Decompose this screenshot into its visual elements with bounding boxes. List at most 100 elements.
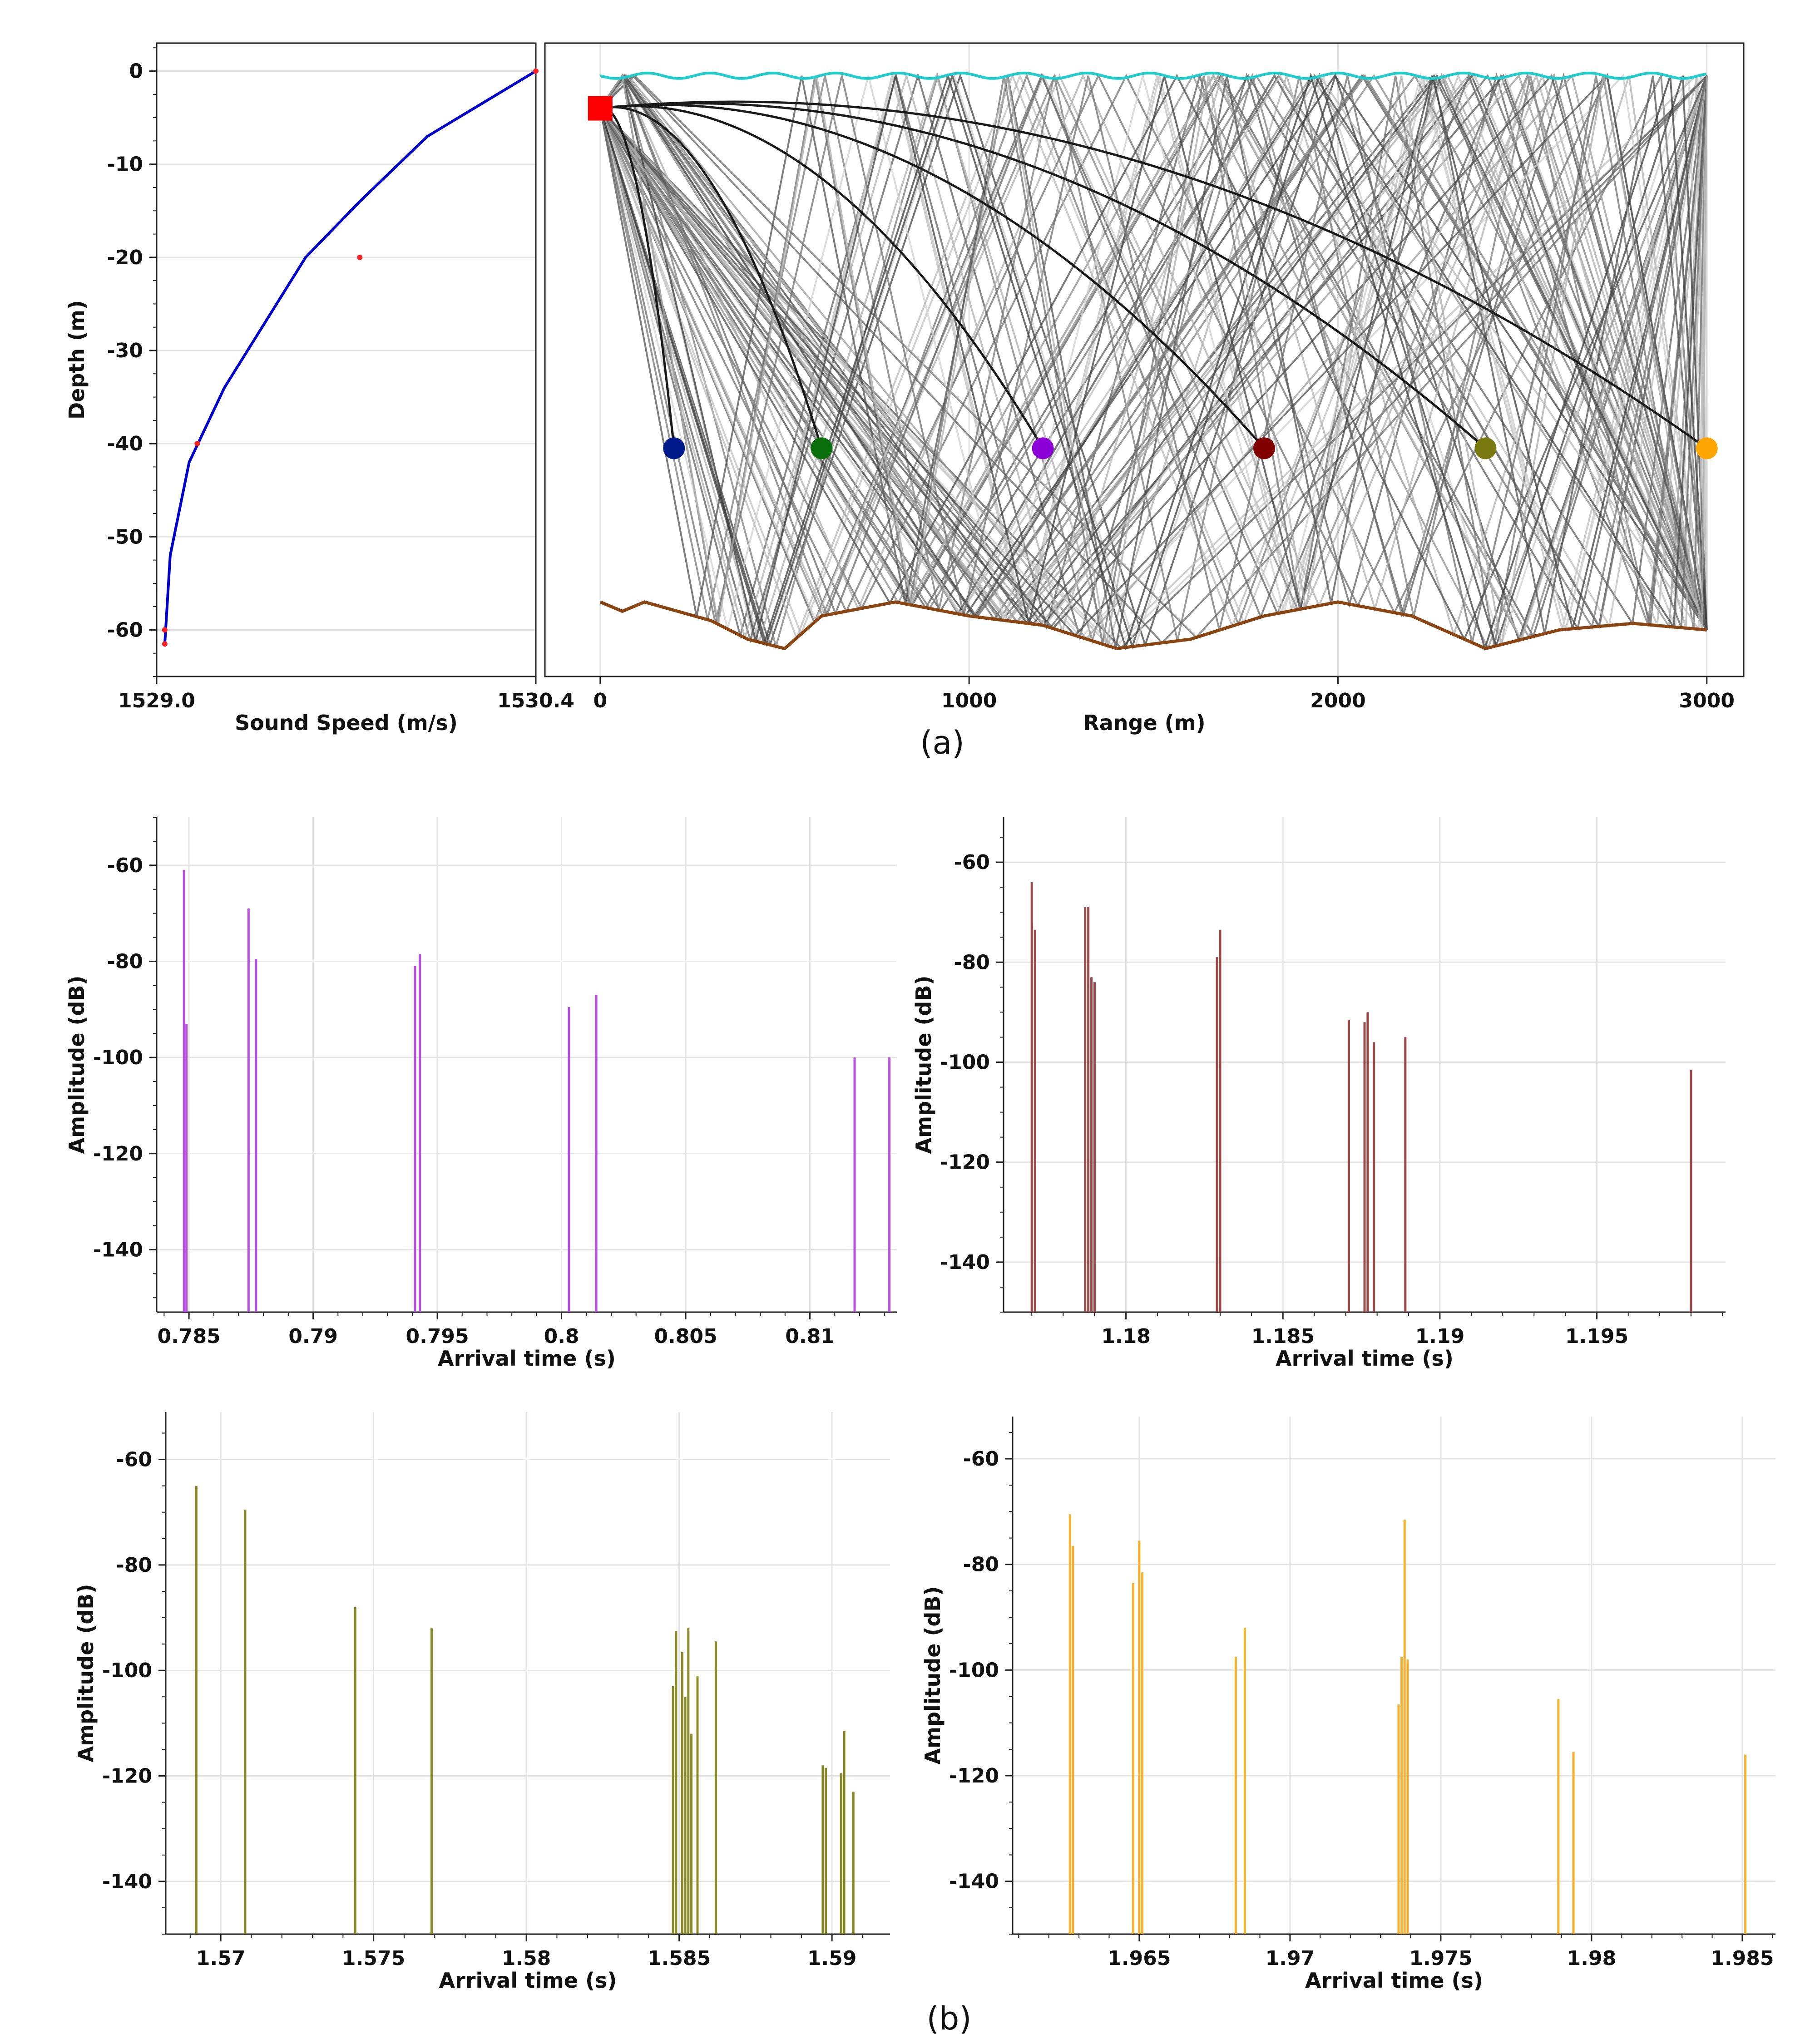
ray-path	[599, 73, 1708, 652]
arr3-xlabel: Arrival time (s)	[439, 1968, 617, 1993]
ray-path	[599, 74, 1708, 630]
ray-path	[599, 74, 1708, 631]
ssp-point	[162, 641, 168, 647]
eigenray-path	[600, 104, 1265, 449]
arr2-ytick-label: -60	[954, 851, 990, 874]
arr4-ytick-label: -100	[949, 1659, 999, 1682]
ssp-ylabel: Depth (m)	[64, 300, 89, 420]
ray-path	[599, 73, 1708, 631]
arr4-xlabel: Arrival time (s)	[1305, 1968, 1483, 1993]
ssp-curve	[163, 69, 537, 644]
ray-path	[599, 72, 1708, 630]
rays-frame	[544, 42, 1745, 677]
ssp-xtick-label: 1529.0	[118, 689, 195, 712]
arr4-ytick-label: -140	[949, 1870, 999, 1893]
arr1-xtick-label: 0.8	[544, 1325, 579, 1348]
arr4-ytick-label: -60	[963, 1447, 999, 1471]
arr3-xtick-label: 1.59	[807, 1947, 857, 1970]
arr3-xtick-label: 1.585	[648, 1947, 711, 1970]
arr4-ylabel: Amplitude (dB)	[920, 1586, 945, 1765]
ray-path	[599, 75, 1708, 649]
ssp-point	[162, 627, 168, 633]
ray-path	[599, 73, 1708, 646]
receiver-marker	[1032, 437, 1054, 459]
eigenray-path	[600, 102, 1487, 449]
ray-path	[599, 72, 1708, 642]
arr1-ytick-label: -60	[107, 854, 143, 877]
ssp-ytick-label: -40	[107, 432, 143, 455]
ray-path	[599, 74, 1708, 639]
rays-xtick-label: 1000	[941, 689, 997, 712]
receiver-marker	[1696, 437, 1718, 459]
arr1-ytick-label: -100	[93, 1046, 143, 1069]
ssp-ytick-label: -30	[107, 339, 143, 362]
arr1-ytick-label: -80	[107, 950, 143, 973]
arr1-xtick-label: 0.785	[158, 1325, 221, 1348]
arr3-xtick-label: 1.575	[342, 1947, 405, 1970]
arr2-xtick-label: 1.195	[1565, 1325, 1628, 1348]
arr2-xtick-label: 1.18	[1101, 1325, 1151, 1348]
arr4-xtick-label: 1.985	[1711, 1947, 1774, 1970]
arr3-ytick-label: -80	[116, 1554, 153, 1577]
caption-b: (b)	[926, 2000, 971, 2037]
arr2-ytick-label: -120	[940, 1151, 990, 1174]
ssp-frame	[156, 42, 537, 677]
arr1-xtick-label: 0.805	[654, 1325, 717, 1348]
rays-xtick-label: 0	[593, 689, 608, 712]
ray-bundle	[599, 72, 1708, 652]
arr1-xtick-label: 0.79	[288, 1325, 338, 1348]
arr2-xlabel: Arrival time (s)	[1276, 1346, 1454, 1371]
arr3-ytick-label: -100	[102, 1659, 152, 1682]
arr3-grid	[166, 1412, 890, 1934]
arr3-xtick-label: 1.58	[502, 1947, 551, 1970]
arr4-xtick-label: 1.975	[1409, 1947, 1472, 1970]
caption-a: (a)	[920, 724, 964, 761]
rays-xlabel: Range (m)	[1083, 711, 1205, 735]
arr1-xlabel: Arrival time (s)	[438, 1346, 616, 1371]
source-marker	[588, 96, 613, 121]
arr1-xtick-label: 0.81	[785, 1325, 835, 1348]
arr3-ylabel: Amplitude (dB)	[74, 1584, 98, 1763]
arr2-xtick-label: 1.185	[1251, 1325, 1315, 1348]
arr2-ytick-label: -80	[954, 951, 990, 974]
sea-surface	[600, 71, 1707, 80]
arr3-xtick-label: 1.57	[196, 1947, 246, 1970]
ray-path	[599, 74, 1708, 637]
receiver-marker	[663, 437, 685, 459]
arr3-ytick-label: -140	[102, 1870, 152, 1893]
eigenray-path	[600, 105, 1044, 449]
seabed-line	[599, 600, 1707, 650]
rays-xtick-label: 2000	[1310, 689, 1365, 712]
arr1-ytick-label: -120	[93, 1142, 143, 1165]
arr1-grid	[157, 817, 897, 1312]
ray-path	[599, 73, 1708, 649]
arr3-ytick-label: -60	[116, 1448, 153, 1471]
arr4-ytick-label: -80	[963, 1553, 999, 1576]
ray-path	[599, 74, 1708, 642]
arr3-ytick-label: -120	[102, 1765, 152, 1788]
receiver-marker	[1253, 437, 1275, 459]
ray-path	[599, 74, 1708, 631]
arr4-grid	[1013, 1417, 1775, 1934]
ray-path	[599, 74, 1708, 644]
arr4-ytick-label: -120	[949, 1764, 999, 1787]
arr2-ytick-label: -100	[940, 1051, 990, 1074]
arr2-ylabel: Amplitude (dB)	[911, 976, 936, 1154]
arr1-ytick-label: -140	[93, 1238, 143, 1261]
arr1-ylabel: Amplitude (dB)	[64, 976, 89, 1154]
ssp-ytick-label: 0	[129, 60, 143, 83]
ssp-ytick-label: -20	[107, 246, 143, 269]
ray-path	[599, 73, 1708, 642]
rays-xtick-label: 3000	[1679, 689, 1735, 712]
receiver-marker	[811, 437, 833, 459]
ssp-grid	[156, 43, 537, 676]
eigenray-path	[600, 106, 823, 449]
arr2-ytick-label: -140	[940, 1251, 990, 1274]
arr1-xtick-label: 0.795	[406, 1325, 469, 1348]
arr2-xtick-label: 1.19	[1415, 1325, 1465, 1348]
ray-path	[599, 73, 1708, 628]
arr4-xtick-label: 1.965	[1108, 1947, 1171, 1970]
ray-path	[599, 73, 1708, 650]
ssp-point	[357, 254, 363, 260]
